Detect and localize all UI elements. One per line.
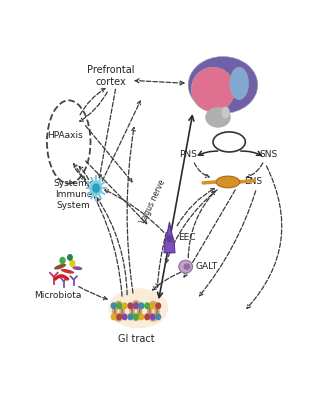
Text: Vagus nerve: Vagus nerve	[139, 179, 168, 225]
Circle shape	[167, 236, 172, 242]
Text: EEC: EEC	[178, 233, 196, 242]
Ellipse shape	[73, 266, 82, 270]
Ellipse shape	[54, 264, 66, 270]
Text: GALT: GALT	[195, 262, 218, 271]
Circle shape	[134, 314, 138, 320]
Circle shape	[134, 303, 138, 308]
Ellipse shape	[191, 67, 235, 112]
Ellipse shape	[221, 106, 230, 119]
Circle shape	[111, 303, 116, 308]
Circle shape	[68, 255, 72, 260]
Circle shape	[156, 303, 160, 308]
Circle shape	[70, 260, 75, 267]
Circle shape	[128, 314, 133, 320]
Circle shape	[91, 181, 101, 195]
Ellipse shape	[230, 67, 248, 100]
Ellipse shape	[183, 263, 190, 270]
Text: Systemic
Immune
System: Systemic Immune System	[53, 179, 94, 210]
Ellipse shape	[61, 269, 74, 274]
Text: HPAaxis: HPAaxis	[47, 131, 83, 140]
Ellipse shape	[188, 56, 258, 114]
Circle shape	[139, 303, 144, 308]
Circle shape	[111, 314, 116, 320]
Ellipse shape	[205, 107, 230, 127]
Circle shape	[117, 314, 121, 320]
Ellipse shape	[179, 260, 193, 273]
Circle shape	[123, 314, 127, 320]
Text: PNS: PNS	[179, 150, 197, 159]
Polygon shape	[164, 222, 175, 253]
Circle shape	[145, 314, 149, 320]
Text: ANS: ANS	[220, 138, 239, 146]
Text: SNS: SNS	[260, 150, 278, 159]
Circle shape	[128, 303, 133, 308]
Circle shape	[145, 303, 149, 308]
Circle shape	[117, 303, 121, 308]
Circle shape	[93, 184, 99, 192]
Circle shape	[60, 258, 65, 264]
Circle shape	[123, 303, 127, 308]
Circle shape	[151, 303, 155, 308]
Circle shape	[139, 314, 144, 320]
Ellipse shape	[213, 132, 245, 152]
Text: Prefrontal
cortex: Prefrontal cortex	[87, 65, 135, 86]
Ellipse shape	[108, 288, 168, 328]
Text: GI tract: GI tract	[117, 334, 154, 344]
Circle shape	[156, 314, 160, 320]
Ellipse shape	[216, 176, 240, 188]
Text: Microbiota: Microbiota	[34, 292, 81, 300]
Text: ENS: ENS	[244, 178, 262, 186]
Circle shape	[151, 314, 155, 320]
